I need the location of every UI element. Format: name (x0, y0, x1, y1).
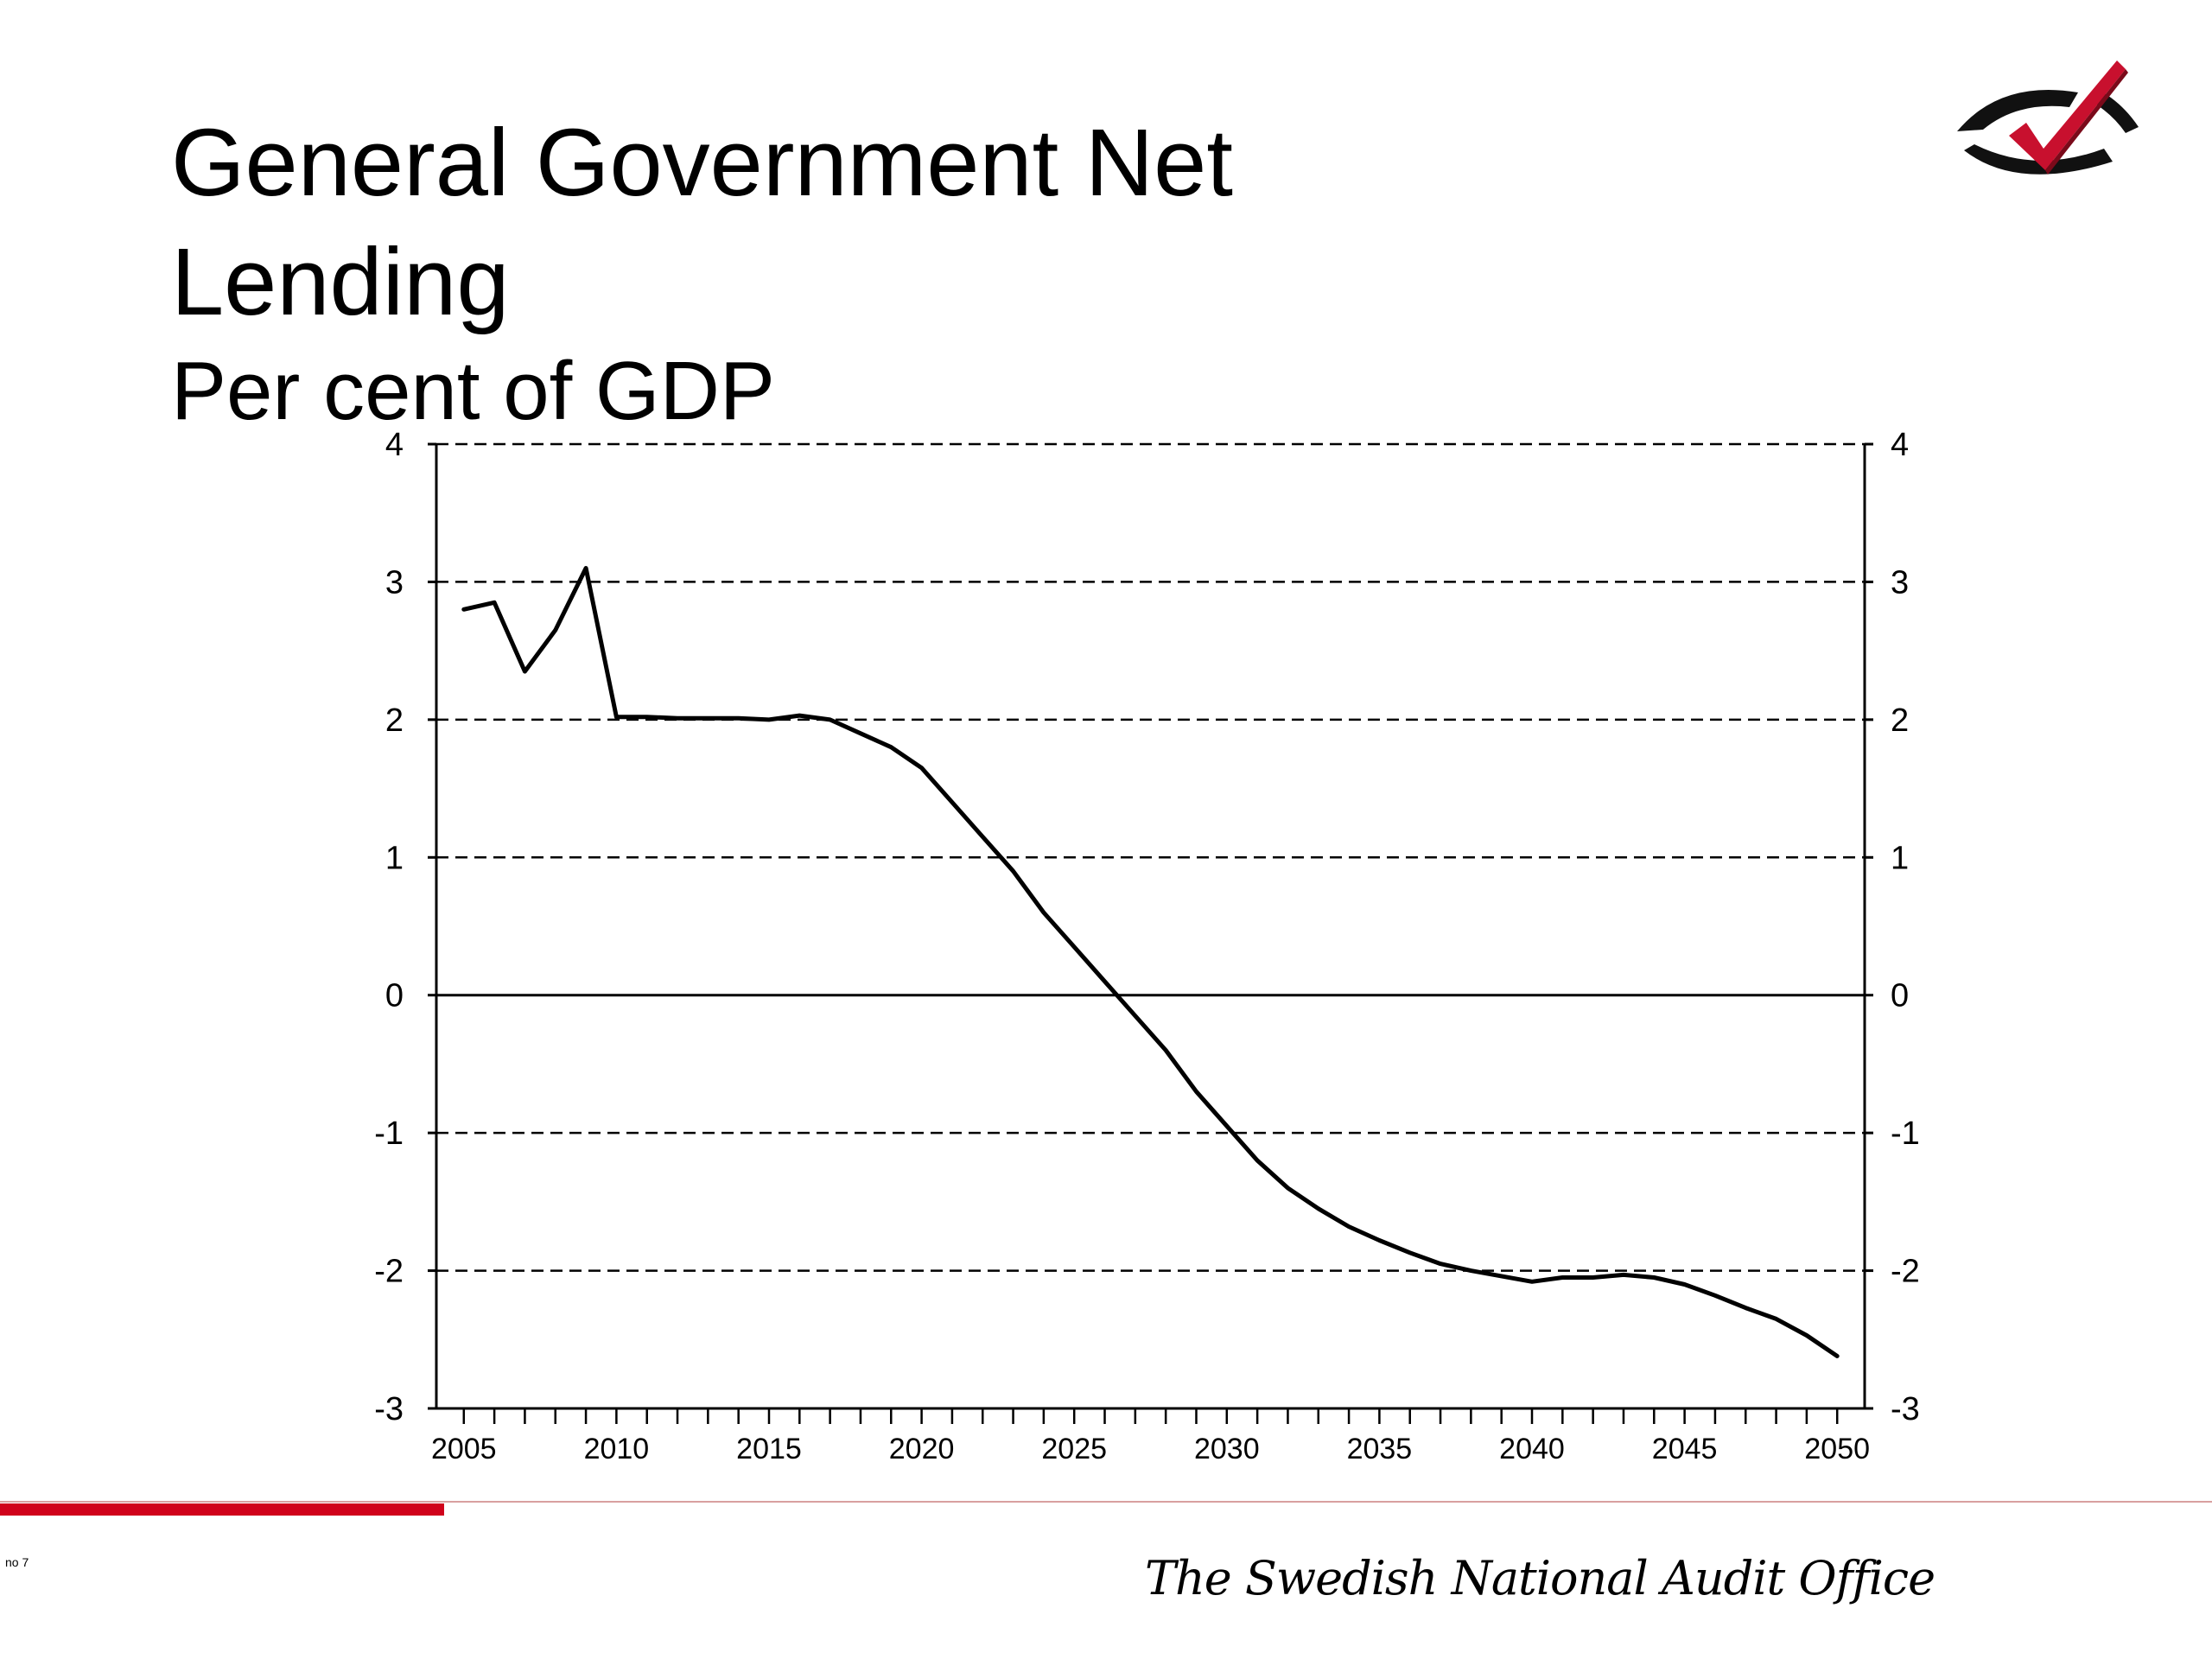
slide-title-line1: General Government Net (171, 110, 1233, 216)
series-layer (461, 566, 1840, 1358)
slide-title-line2: Lending (171, 229, 510, 335)
x-tick-label: 2045 (1652, 1433, 1718, 1465)
x-tick-label: 2010 (584, 1433, 650, 1465)
y-tick-label-left: 2 (385, 702, 404, 739)
x-tick-label: 2035 (1347, 1433, 1413, 1465)
y-tick-label-right: 0 (1891, 978, 1909, 1014)
y-tick-label-right: 1 (1891, 840, 1909, 876)
y-tick-label-left: -3 (374, 1391, 404, 1427)
grid-layer (436, 442, 1865, 1272)
y-tick-label-left: 4 (385, 427, 404, 463)
eye-checkmark-logo (1957, 60, 2139, 175)
axis-layer (428, 442, 1873, 1424)
page-number: no 7 (5, 1555, 29, 1569)
x-tick-label: 2020 (889, 1433, 955, 1465)
x-tick-label: 2040 (1499, 1433, 1565, 1465)
y-tick-label-right: -3 (1891, 1391, 1920, 1427)
footer-organization: The Swedish National Audit Office (1145, 1551, 1936, 1605)
y-tick-label-left: 0 (385, 978, 404, 1014)
y-tick-label-left: 3 (385, 564, 404, 601)
x-tick-label: 2030 (1194, 1433, 1260, 1465)
series-line-net-lending (461, 566, 1840, 1358)
y-tick-label-left: -2 (374, 1254, 404, 1290)
y-tick-label-left: -1 (374, 1116, 404, 1152)
label-layer: -3 -3 -2 -2 -1 -1 0 0 1 1 2 2 3 3 4 4 2005 2010 2015 2020 20… (374, 427, 1920, 1465)
x-tick-label: 2025 (1041, 1433, 1107, 1465)
footer-accent-bar (0, 1503, 444, 1516)
slide-subtitle: Per cent of GDP (171, 345, 775, 437)
y-tick-label-right: 4 (1891, 427, 1909, 463)
y-tick-label-right: -2 (1891, 1254, 1920, 1290)
slide-title: General Government Net Lending (171, 104, 1233, 342)
footer-divider (0, 1501, 2212, 1503)
x-tick-label: 2005 (431, 1433, 497, 1465)
x-tick-label: 2015 (736, 1433, 802, 1465)
y-tick-label-right: 2 (1891, 702, 1909, 739)
x-tick-label: 2050 (1804, 1433, 1870, 1465)
y-tick-label-right: 3 (1891, 564, 1909, 601)
y-tick-label-left: 1 (385, 840, 404, 876)
y-tick-label-right: -1 (1891, 1116, 1920, 1152)
